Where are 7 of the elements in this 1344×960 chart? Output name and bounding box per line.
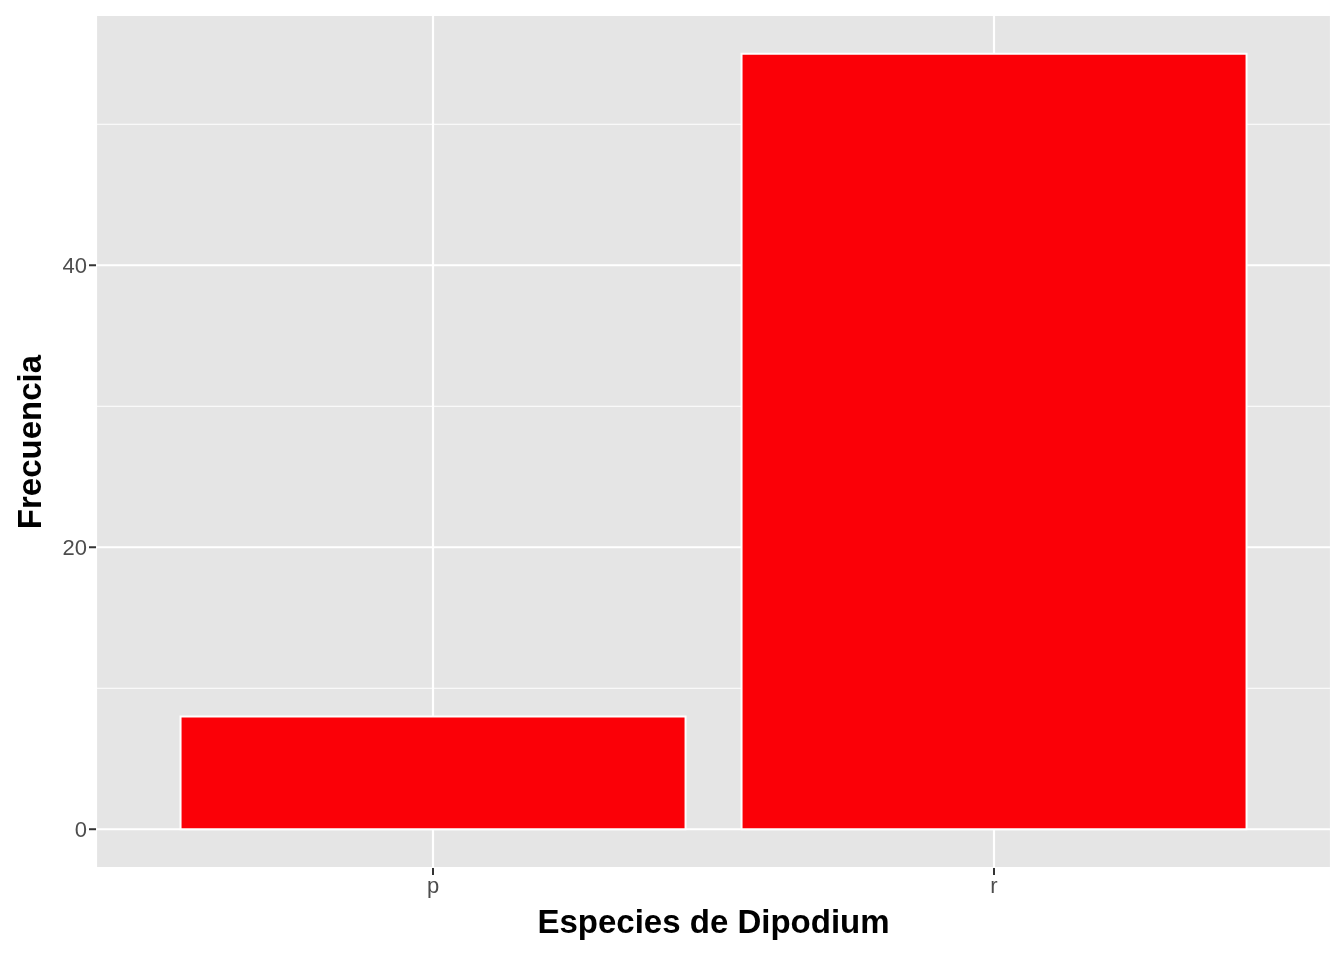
y-tick-label: 20 (62, 535, 87, 561)
x-tick-label: p (426, 872, 440, 898)
y-axis-title: Frecuencia (10, 354, 49, 529)
x-axis-title: Especies de Dipodium (536, 902, 891, 942)
y-tick-label: 40 (62, 253, 87, 279)
y-tick-label: 0 (74, 817, 87, 843)
x-tick-label: r (990, 872, 998, 898)
